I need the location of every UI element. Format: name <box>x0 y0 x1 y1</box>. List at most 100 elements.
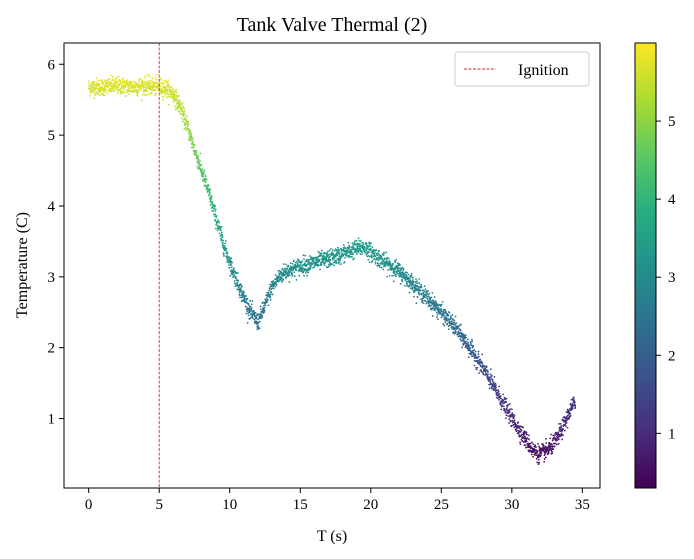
data-point <box>246 306 249 309</box>
data-point <box>207 187 210 190</box>
data-point <box>234 285 237 288</box>
data-point <box>470 338 473 341</box>
data-point <box>136 94 138 97</box>
data-point <box>505 401 508 404</box>
data-point <box>172 101 175 103</box>
x-tick-label: 30 <box>504 497 519 513</box>
data-point <box>395 258 398 261</box>
data-point <box>434 300 437 303</box>
data-point <box>235 277 238 280</box>
data-point <box>425 296 427 299</box>
data-point <box>298 274 301 277</box>
data-point <box>291 262 294 265</box>
data-point <box>115 77 117 80</box>
data-point <box>470 344 473 347</box>
data-point <box>523 435 526 438</box>
data-point <box>323 264 326 267</box>
data-point <box>317 264 320 267</box>
data-point <box>573 398 575 401</box>
data-point <box>357 251 360 254</box>
data-point <box>405 280 408 283</box>
data-point <box>528 434 530 437</box>
data-point <box>447 318 450 320</box>
data-point <box>339 257 342 260</box>
data-point <box>533 448 536 451</box>
data-point <box>236 281 239 284</box>
data-point <box>535 454 538 457</box>
data-point <box>189 130 192 133</box>
data-point <box>489 373 492 376</box>
x-tick-label: 10 <box>222 497 237 513</box>
data-point <box>355 239 358 242</box>
data-point <box>418 282 421 284</box>
data-point <box>223 245 226 247</box>
data-point <box>431 315 434 317</box>
data-point <box>450 320 453 323</box>
data-point <box>95 93 97 95</box>
data-point <box>459 329 462 332</box>
data-point <box>401 280 404 283</box>
data-point <box>192 146 195 149</box>
data-point <box>549 437 552 440</box>
data-point <box>371 259 374 262</box>
data-point <box>396 272 399 275</box>
data-point <box>392 280 395 283</box>
data-point <box>264 304 267 307</box>
data-point <box>202 175 205 178</box>
plot-area-frame <box>63 42 601 489</box>
data-point <box>562 428 565 430</box>
data-point <box>451 314 454 316</box>
data-point <box>318 258 321 261</box>
data-point <box>267 291 270 294</box>
data-point <box>220 225 223 228</box>
data-point <box>466 338 469 341</box>
data-point <box>180 108 183 111</box>
data-point <box>437 318 439 320</box>
data-point <box>305 271 307 274</box>
data-point <box>427 289 429 292</box>
data-point <box>327 254 330 257</box>
data-point <box>216 229 219 232</box>
data-point <box>409 279 412 282</box>
data-point <box>302 254 305 257</box>
data-point <box>493 376 496 378</box>
data-point <box>489 368 492 370</box>
data-point <box>552 434 555 437</box>
data-point <box>401 266 404 269</box>
data-point <box>169 89 172 92</box>
data-point <box>335 262 338 265</box>
data-point <box>95 87 98 90</box>
data-point <box>501 404 503 407</box>
data-point <box>565 422 568 424</box>
data-point <box>398 275 401 278</box>
data-point <box>143 83 146 86</box>
data-point <box>246 310 248 313</box>
data-point <box>180 103 183 106</box>
data-point <box>364 246 366 248</box>
data-point <box>368 241 371 244</box>
data-point <box>508 418 511 421</box>
data-point <box>221 234 224 237</box>
data-point <box>340 263 342 266</box>
data-point <box>474 350 477 353</box>
data-point <box>238 294 241 297</box>
data-point <box>574 404 576 407</box>
data-point <box>308 258 311 261</box>
data-point <box>232 275 235 278</box>
data-point <box>449 321 451 323</box>
data-point <box>284 273 287 276</box>
data-point <box>472 352 475 355</box>
data-point <box>417 291 420 294</box>
data-point <box>95 85 98 88</box>
data-point <box>104 79 107 82</box>
data-point <box>481 366 484 369</box>
data-point <box>125 84 128 87</box>
data-point <box>340 256 343 258</box>
data-point <box>313 257 316 260</box>
data-point <box>286 271 288 274</box>
data-point <box>412 279 414 281</box>
data-point <box>172 88 175 91</box>
data-point <box>195 152 198 154</box>
data-point <box>426 298 429 300</box>
data-point <box>427 305 430 308</box>
